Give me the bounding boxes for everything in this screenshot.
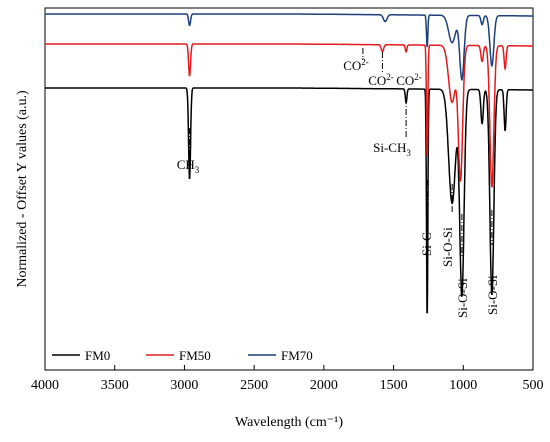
x-axis-ticks: 4000 3500 3000 2500 2000 1500 1000 500 <box>31 365 544 393</box>
legend-label-fm50: FM50 <box>179 348 211 363</box>
y-axis-label: Normalized - Offset Y values (a.u.) <box>15 90 30 288</box>
x-tick-label: 3500 <box>101 378 129 393</box>
annotation-si-ch3: Si-CH3 <box>373 140 411 158</box>
x-tick-label: 2500 <box>240 378 268 393</box>
x-tick-label: 2000 <box>310 378 338 393</box>
annotation-co2-3: CO2- <box>396 72 422 88</box>
series-line-fm70 <box>45 13 533 82</box>
plot-frame <box>44 7 534 371</box>
annotation-si-o-si-3: Si-O-Si <box>485 275 500 315</box>
legend-label-fm70: FM70 <box>281 348 313 363</box>
annotation-co2-2: CO2- <box>368 72 394 88</box>
legend-label-fm0: FM0 <box>85 348 110 363</box>
x-tick-label: 4000 <box>31 378 59 393</box>
series-layer <box>45 13 533 314</box>
x-tick-label: 1000 <box>449 378 477 393</box>
annotation-ch3: CH3 <box>177 157 200 175</box>
x-tick-label: 500 <box>523 378 544 393</box>
annotation-co2-1: CO2- <box>343 57 369 73</box>
x-axis-label: Wavelength (cm⁻¹) <box>235 415 343 430</box>
annotation-lines <box>189 48 493 256</box>
series-line-fm50 <box>45 43 533 188</box>
legend: FM0 FM50 FM70 <box>52 348 313 363</box>
annotation-si-o-si-2: Si-O-Si <box>455 278 470 318</box>
series-line-fm0 <box>45 87 533 314</box>
x-tick-label: 1500 <box>380 378 408 393</box>
x-tick-label: 3000 <box>170 378 198 393</box>
annotation-si-c: Si-C <box>419 232 434 256</box>
annotation-si-o-si-1: Si-O-Si <box>440 227 455 267</box>
